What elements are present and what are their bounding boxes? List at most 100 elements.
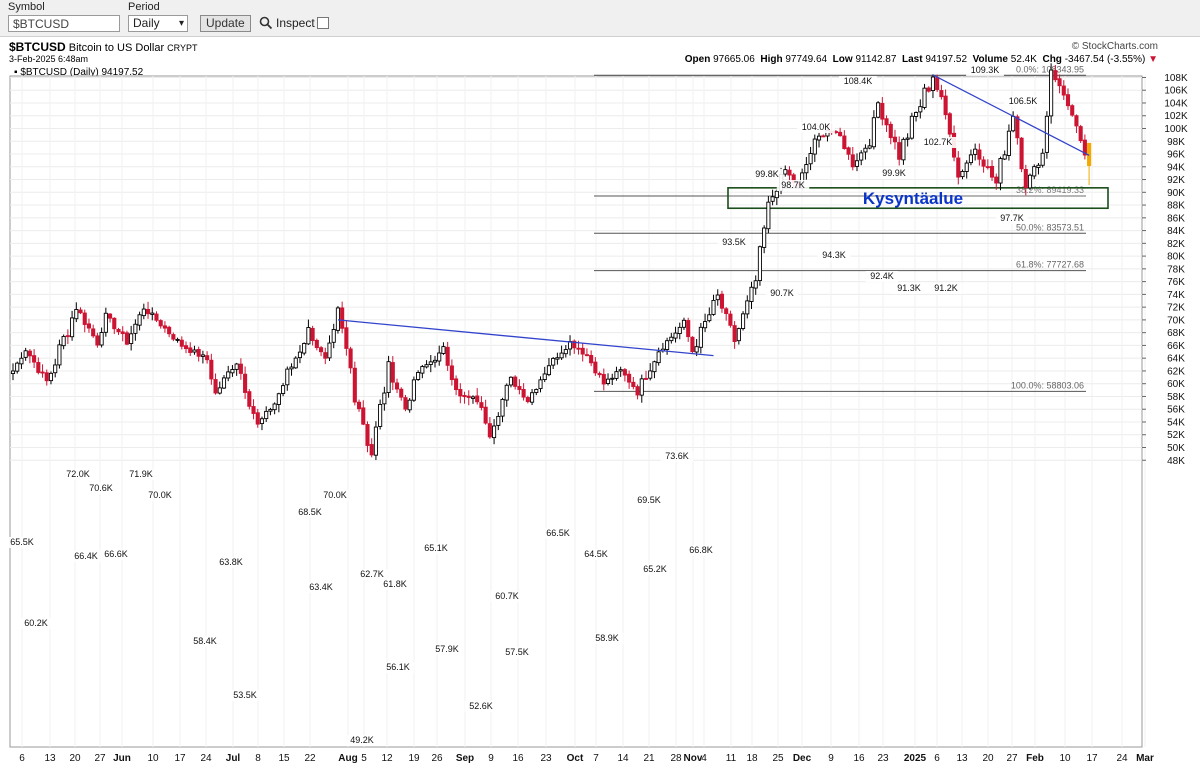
candle-body (914, 112, 919, 117)
value-label: 99.8K (755, 169, 779, 179)
candle-body (821, 135, 826, 138)
search-icon (259, 16, 273, 30)
candle-body (922, 87, 927, 108)
candle-body (382, 392, 387, 405)
candle-body (724, 308, 729, 315)
candle-body (483, 406, 488, 424)
y-tick-label: 62K (1167, 366, 1185, 377)
x-tick-label: 10 (1059, 753, 1071, 764)
candle-body (103, 312, 108, 333)
candle-body (770, 196, 775, 202)
inspect-checkbox[interactable] (317, 17, 329, 29)
candle-body (783, 169, 788, 175)
value-labels: 65.5K 60.2K 72.0K 70.6K 66.4K 66.6K 71.9K 70.0K… (5, 65, 1042, 746)
last-label: Last (901, 54, 923, 65)
candle-body (171, 334, 176, 340)
open-value: 97665.06 (713, 54, 755, 65)
candle-body (981, 159, 986, 167)
x-tick-label: 8 (255, 753, 261, 764)
value-label: 69.5K (637, 495, 661, 505)
x-tick-label: Nov (684, 753, 703, 764)
candle-body (905, 137, 910, 140)
high-label: High (760, 54, 783, 65)
candle-body (1006, 130, 1011, 156)
value-label: 97.7K (1000, 213, 1024, 223)
candle-body (91, 328, 96, 337)
value-label-bg (776, 180, 810, 191)
candle-body (141, 308, 146, 317)
candle-body (593, 361, 598, 374)
candle-body (399, 388, 404, 398)
candle-body (251, 406, 256, 414)
candle-body (1002, 154, 1007, 160)
candle-body (622, 369, 627, 376)
value-label-bg (188, 636, 222, 647)
value-label-bg (304, 582, 338, 593)
candle-body (901, 138, 906, 161)
candle-body (534, 388, 539, 394)
candle-body (175, 338, 180, 341)
candle-body (424, 364, 429, 368)
candle-body (112, 317, 117, 330)
candle-body (32, 355, 37, 363)
y-tick-label: 74K (1167, 290, 1185, 301)
candle-body (850, 154, 855, 168)
value-label-bg (865, 271, 899, 282)
candle-body (542, 373, 547, 381)
candle-body (221, 377, 227, 389)
x-tick-label: Jun (113, 753, 131, 764)
candle-body (745, 300, 750, 315)
candle-body (394, 382, 400, 390)
volume-label: Volume (972, 54, 1008, 65)
candle-body (323, 352, 328, 359)
candle-body (310, 327, 315, 342)
candle-body (1027, 174, 1033, 189)
symbol-input[interactable]: $BTCUSD (8, 15, 120, 32)
candle-body (255, 412, 260, 425)
candle-body (19, 357, 24, 365)
period-select[interactable]: Daily ▾ (128, 15, 188, 32)
candle-body (766, 201, 771, 230)
candle-body (964, 162, 969, 172)
candle-body (892, 136, 898, 143)
fib-label: 100.0%: 58803.06 (1011, 380, 1084, 390)
candle-body (1065, 94, 1071, 107)
candle-body (947, 113, 952, 135)
candle-body (129, 333, 134, 345)
update-button[interactable]: Update (200, 15, 251, 32)
x-tick-label: 12 (381, 753, 393, 764)
value-label-bg (892, 283, 926, 294)
candle-body (757, 246, 762, 282)
value-label-bg (490, 591, 524, 602)
period-value: Daily (133, 16, 160, 30)
candle-body (808, 153, 813, 165)
candle-body (230, 369, 235, 374)
candle-body (238, 363, 243, 374)
value-label: 70.0K (148, 490, 172, 500)
trendlines (337, 74, 1090, 357)
candle-body (369, 444, 374, 456)
candle-body (584, 354, 589, 357)
candle-body (319, 347, 324, 353)
candle-body (732, 325, 737, 343)
value-label: 58.4K (193, 636, 217, 646)
candle-body (846, 147, 851, 155)
candle-body (188, 347, 193, 353)
candle-body (23, 350, 28, 358)
value-label-bg (632, 495, 666, 506)
candle-body (690, 336, 695, 353)
candle-body (994, 176, 999, 184)
inspect-label: Inspect (276, 16, 315, 30)
volume-value: 52.4K (1010, 54, 1037, 65)
candle-body (1057, 78, 1062, 87)
candle-body (960, 171, 965, 178)
value-label: 94.3K (822, 250, 846, 260)
candle-body (1015, 116, 1020, 139)
candle-body (525, 397, 530, 403)
value-label-bg (877, 168, 911, 179)
candle-body (65, 335, 70, 338)
candle-body (209, 359, 214, 380)
candle-body (120, 331, 125, 335)
y-tick-label: 52K (1167, 430, 1185, 441)
